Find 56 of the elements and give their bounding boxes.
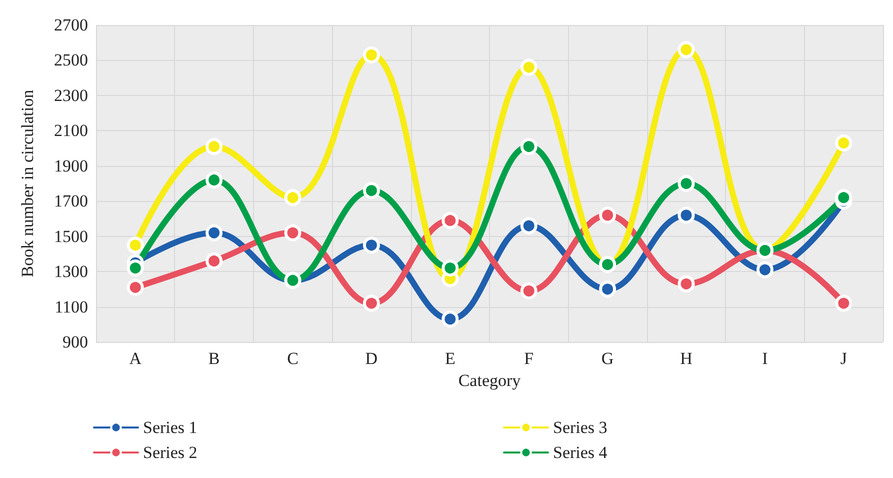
- point: [206, 138, 223, 156]
- legend-label: Series 3: [553, 418, 608, 437]
- y-tick-label: 1300: [54, 262, 88, 282]
- y-tick-label: 1700: [54, 192, 88, 211]
- point: [678, 41, 695, 58]
- x-tick-label: C: [287, 349, 298, 368]
- y-tick-label: 2100: [54, 121, 88, 140]
- x-tick-label: F: [524, 349, 534, 368]
- point: [206, 224, 223, 242]
- point: [362, 236, 380, 254]
- point: [362, 294, 380, 312]
- point: [126, 278, 144, 296]
- point: [678, 206, 695, 224]
- x-tick-label: E: [444, 349, 456, 368]
- legend-label: Series 2: [143, 443, 198, 462]
- x-tick-label: G: [601, 349, 614, 368]
- point: [520, 217, 538, 234]
- point: [835, 294, 852, 312]
- y-tick-label: 1100: [54, 297, 88, 316]
- x-axis-title: Category: [458, 371, 522, 390]
- point: [756, 261, 774, 278]
- point: [835, 189, 852, 206]
- y-tick-label: 2700: [54, 16, 88, 34]
- y-axis-title: Book number in circulation: [18, 89, 37, 278]
- y-tick-label: 900: [62, 332, 88, 352]
- y-tick-label: 1500: [54, 226, 88, 246]
- point: [599, 280, 616, 298]
- point: [520, 58, 538, 76]
- y-tick-label: 2500: [54, 50, 88, 70]
- point: [599, 206, 616, 224]
- x-tick-label: J: [840, 349, 848, 368]
- point: [284, 189, 302, 206]
- point: [442, 310, 459, 328]
- point: [520, 282, 538, 300]
- point: [126, 260, 144, 277]
- point: [520, 138, 538, 156]
- point: [442, 260, 459, 277]
- point: [362, 46, 380, 64]
- point: [126, 236, 144, 254]
- point: [362, 182, 380, 200]
- point: [678, 275, 695, 292]
- point: [206, 171, 223, 188]
- point: [678, 175, 695, 192]
- point: [835, 134, 852, 152]
- y-tick-label: 2300: [54, 86, 88, 105]
- point: [206, 252, 223, 270]
- x-tick-label: B: [208, 349, 220, 368]
- point: [284, 224, 302, 242]
- x-tick-label: I: [762, 349, 768, 368]
- point: [442, 212, 459, 229]
- x-tick-label: A: [129, 349, 142, 368]
- x-tick-label: D: [365, 349, 378, 368]
- y-tick-label: 1900: [54, 156, 88, 176]
- x-tick-label: H: [680, 349, 692, 368]
- legend-label: Series 1: [143, 418, 198, 437]
- legend-label: Series 4: [553, 443, 608, 462]
